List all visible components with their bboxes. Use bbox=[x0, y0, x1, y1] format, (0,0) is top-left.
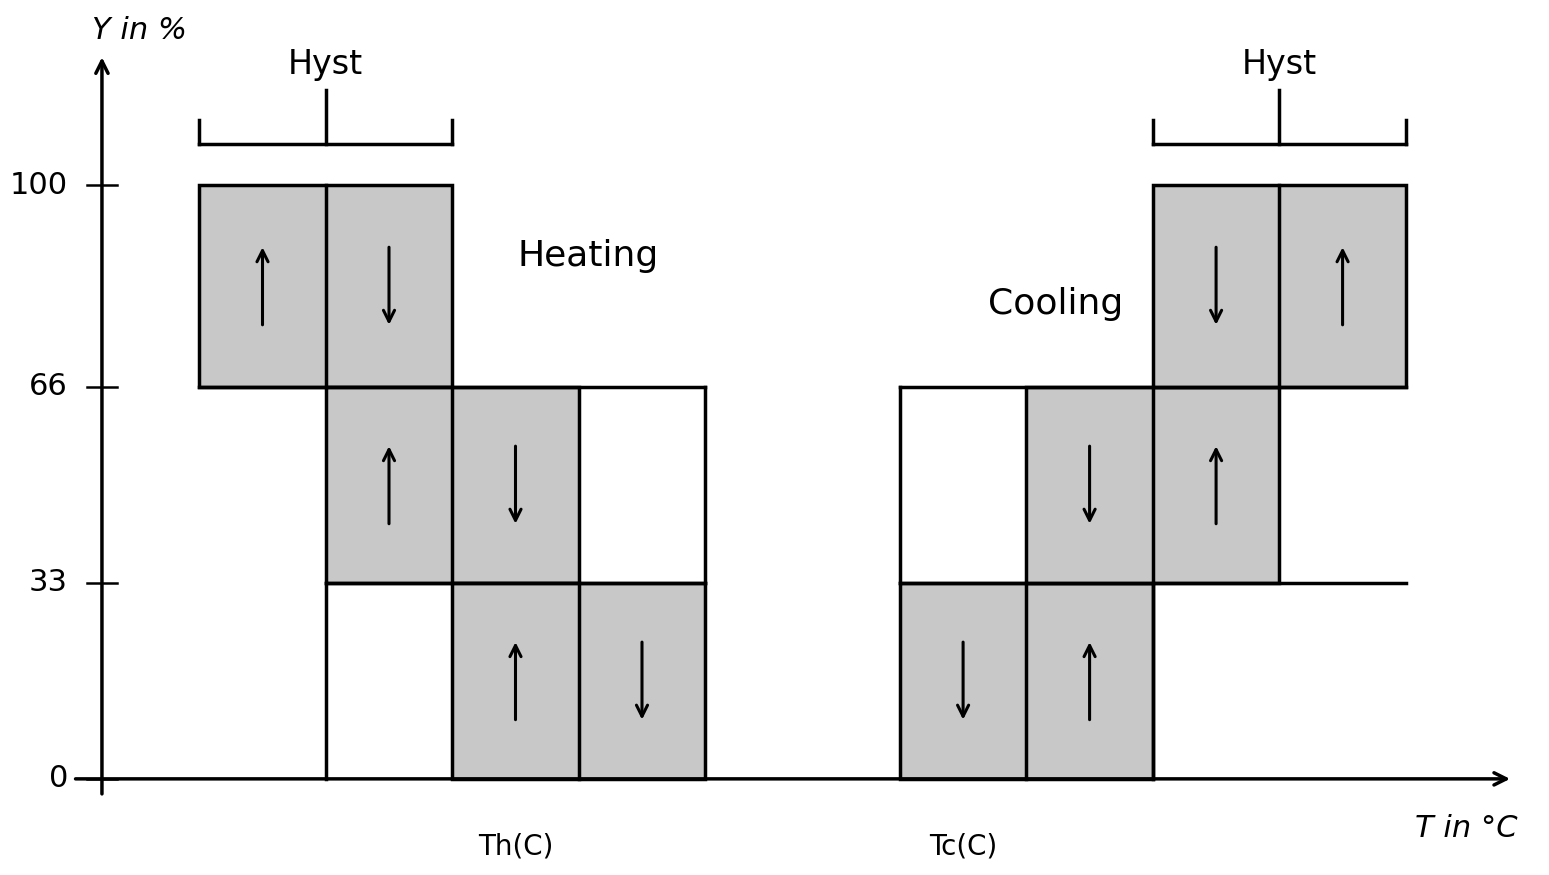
Text: T in °C: T in °C bbox=[1416, 815, 1518, 843]
Text: Heating: Heating bbox=[517, 240, 658, 273]
Text: Th(C): Th(C) bbox=[477, 832, 553, 860]
Text: 100: 100 bbox=[9, 171, 68, 200]
Bar bbox=[325, 387, 579, 583]
Text: 66: 66 bbox=[29, 373, 68, 402]
Bar bbox=[452, 583, 705, 779]
Text: 33: 33 bbox=[29, 569, 68, 598]
Text: Cooling: Cooling bbox=[988, 287, 1123, 321]
Text: Tc(C): Tc(C) bbox=[929, 832, 998, 860]
Bar bbox=[1027, 387, 1279, 583]
Bar bbox=[900, 583, 1152, 779]
Text: Y in %: Y in % bbox=[93, 17, 187, 46]
Bar bbox=[1152, 186, 1406, 387]
Text: 0: 0 bbox=[48, 765, 68, 794]
Text: Hyst: Hyst bbox=[288, 48, 364, 81]
Bar bbox=[200, 186, 452, 387]
Text: Hyst: Hyst bbox=[1242, 48, 1317, 81]
